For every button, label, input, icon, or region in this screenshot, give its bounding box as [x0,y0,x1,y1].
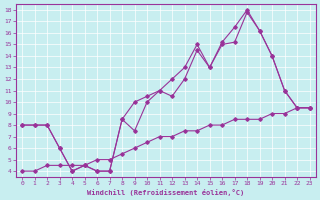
X-axis label: Windchill (Refroidissement éolien,°C): Windchill (Refroidissement éolien,°C) [87,189,244,196]
